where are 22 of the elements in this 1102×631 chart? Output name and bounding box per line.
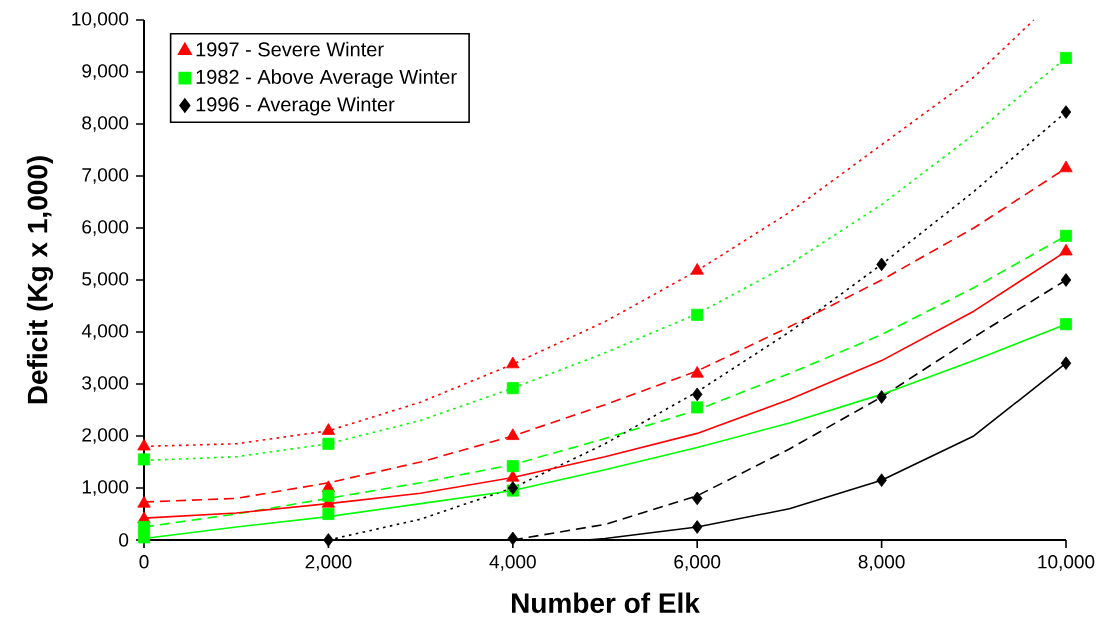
y-tick-label: 1,000 xyxy=(82,480,129,496)
y-tick-label: 9,000 xyxy=(82,64,129,80)
x-tick-label: 8,000 xyxy=(858,555,905,571)
legend-label: 1996 - Average Winter xyxy=(196,96,395,116)
y-tick-label: 7,000 xyxy=(82,168,129,184)
y-tick-label: 3,000 xyxy=(82,376,129,392)
x-tick-label: 6,000 xyxy=(674,555,721,571)
x-tick-label: 0 xyxy=(139,555,149,569)
y-tick-label: 6,000 xyxy=(82,220,129,236)
x-axis-title: Number of Elk xyxy=(511,592,700,614)
x-tick-label: 10,000 xyxy=(1038,555,1095,571)
y-axis-title: Deficit (Kg x 1,000) xyxy=(26,156,54,404)
y-tick-label: 10,000 xyxy=(72,12,129,28)
y-tick-label: 5,000 xyxy=(82,272,129,288)
x-tick-label: 2,000 xyxy=(305,555,352,571)
y-tick-label: 2,000 xyxy=(82,428,129,444)
y-tick-label: 0 xyxy=(119,533,129,547)
y-tick-label: 4,000 xyxy=(81,324,129,340)
legend-label: 1997 - Severe Winter xyxy=(196,41,384,57)
y-tick-label: 8,000 xyxy=(82,116,129,132)
legend-label: 1982 - Above Average Winter xyxy=(196,69,457,88)
x-tick-label: 4,000 xyxy=(489,555,536,571)
